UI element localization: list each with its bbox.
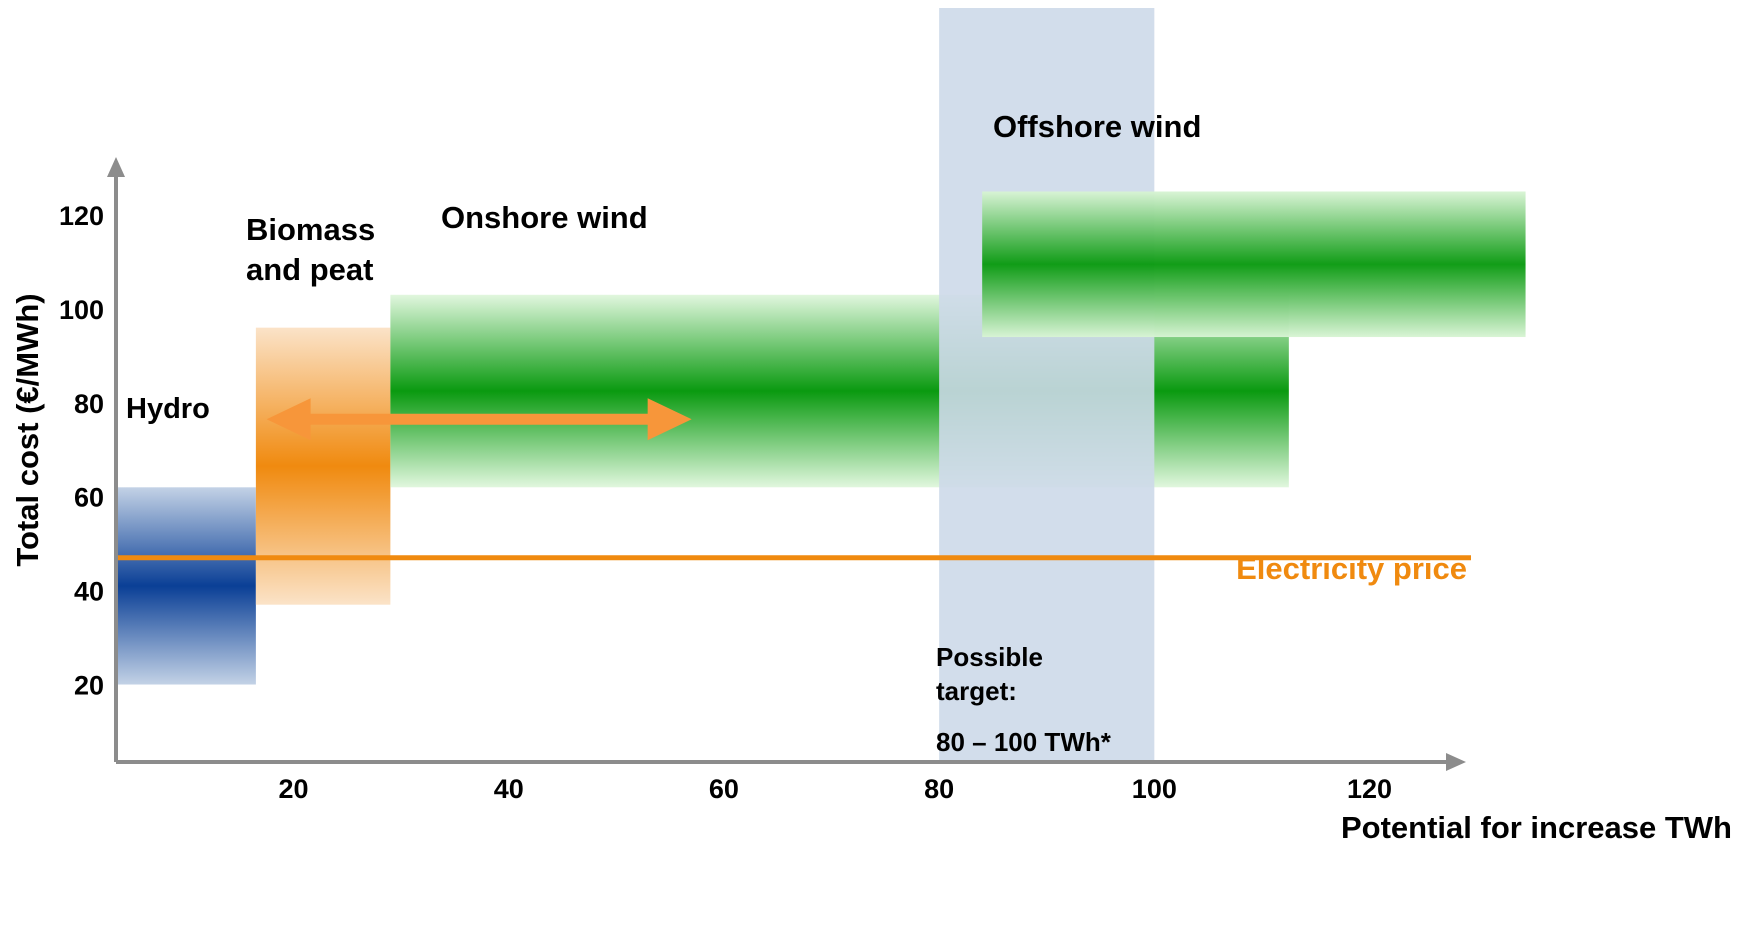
label-biomass-line2: and peat <box>246 252 373 287</box>
label-biomass-line1: Biomass <box>246 212 375 247</box>
target-range-band <box>939 8 1155 762</box>
x-tick-label: 60 <box>709 774 739 804</box>
y-tick-label: 120 <box>59 201 104 231</box>
band-hydro <box>116 487 256 685</box>
y-tick-label: 20 <box>74 671 104 701</box>
label-target-line2: target: <box>936 676 1017 706</box>
band-biomass <box>255 327 391 605</box>
label-target-line1: Possible <box>936 642 1043 672</box>
y-axis-arrowhead <box>107 157 125 177</box>
y-tick-label: 80 <box>74 389 104 419</box>
range-arrow-right-head <box>647 398 692 441</box>
range-arrow-left-head <box>266 398 311 441</box>
label-hydro: Hydro <box>126 393 210 425</box>
x-tick-label: 100 <box>1132 774 1177 804</box>
x-tick-label: 80 <box>924 774 954 804</box>
label-onshore: Onshore wind <box>441 200 648 235</box>
label-electricity-price: Electricity price <box>1236 551 1467 586</box>
y-tick-label: 40 <box>74 577 104 607</box>
x-tick-label: 120 <box>1347 774 1392 804</box>
x-tick-label: 40 <box>494 774 524 804</box>
label-target-line3: 80 – 100 TWh* <box>936 727 1112 757</box>
x-axis-arrowhead <box>1446 753 1466 771</box>
band-offshore-wind <box>982 191 1526 338</box>
x-axis-title: Potential for increase TWh <box>1341 810 1732 845</box>
x-tick-label: 20 <box>279 774 309 804</box>
range-arrow <box>266 398 692 441</box>
y-tick-label: 60 <box>74 483 104 513</box>
y-axis-title: Total cost (€/MWh) <box>10 293 45 566</box>
y-tick-label: 100 <box>59 295 104 325</box>
label-offshore: Offshore wind <box>993 109 1201 144</box>
